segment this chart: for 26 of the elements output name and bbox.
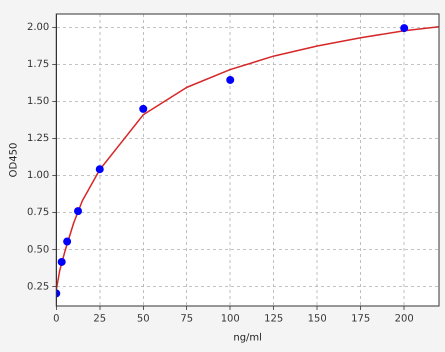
y-tick-label: 1.25	[27, 133, 50, 144]
y-tick-label: 1.75	[27, 58, 50, 70]
y-tick-label: 1.00	[27, 170, 50, 182]
point	[226, 76, 234, 84]
y-tick-label: 0.75	[27, 207, 50, 218]
x-tick-label: 50	[136, 314, 150, 325]
x-tick-label: 175	[351, 314, 370, 325]
point	[58, 258, 66, 266]
y-tick-label: 2.00	[27, 22, 50, 33]
point	[63, 238, 72, 246]
x-tick-label: 125	[264, 314, 284, 325]
y-tick-label: 1.50	[27, 96, 50, 108]
x-tick-label: 150	[308, 314, 327, 325]
point	[74, 207, 82, 216]
y-tick-label: 0.25	[27, 281, 50, 292]
point	[96, 165, 104, 174]
point	[139, 104, 148, 113]
x-tick-label: 100	[220, 314, 240, 325]
x-tick-label: 25	[93, 314, 106, 325]
x-axis-title: ng/ml	[233, 332, 262, 344]
y-tick-label: 0.50	[27, 244, 50, 256]
x-tick-label: 200	[394, 314, 414, 325]
point	[400, 24, 408, 32]
x-tick-label: 75	[180, 314, 194, 325]
x-tick-label: 0	[53, 314, 60, 325]
y-axis-title: OD450	[8, 142, 20, 178]
